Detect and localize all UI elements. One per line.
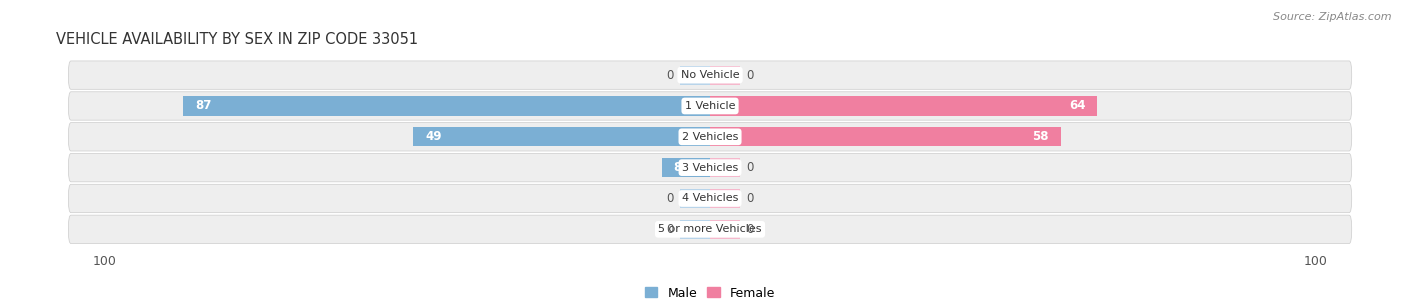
Text: 0: 0 <box>666 69 673 82</box>
Text: 4 Vehicles: 4 Vehicles <box>682 193 738 203</box>
Text: 3 Vehicles: 3 Vehicles <box>682 163 738 173</box>
Bar <box>710 189 741 208</box>
Legend: Male, Female: Male, Female <box>645 286 775 300</box>
Text: 0: 0 <box>747 192 754 205</box>
FancyBboxPatch shape <box>69 154 1351 182</box>
Text: 49: 49 <box>426 130 441 143</box>
Bar <box>710 65 741 85</box>
Bar <box>710 127 1062 146</box>
Bar <box>183 96 710 116</box>
Text: 8: 8 <box>673 161 682 174</box>
Text: VEHICLE AVAILABILITY BY SEX IN ZIP CODE 33051: VEHICLE AVAILABILITY BY SEX IN ZIP CODE … <box>56 32 419 47</box>
Bar <box>679 220 710 239</box>
Text: 2 Vehicles: 2 Vehicles <box>682 132 738 142</box>
Text: 0: 0 <box>666 192 673 205</box>
Bar <box>710 158 741 177</box>
FancyBboxPatch shape <box>69 123 1351 151</box>
Text: No Vehicle: No Vehicle <box>681 70 740 80</box>
Text: 0: 0 <box>747 223 754 236</box>
Bar <box>662 158 710 177</box>
FancyBboxPatch shape <box>69 61 1351 89</box>
Text: 87: 87 <box>195 99 212 113</box>
Text: 0: 0 <box>747 69 754 82</box>
FancyBboxPatch shape <box>69 92 1351 120</box>
Text: 64: 64 <box>1069 99 1085 113</box>
Bar <box>710 220 741 239</box>
Text: Source: ZipAtlas.com: Source: ZipAtlas.com <box>1274 12 1392 22</box>
Bar <box>710 96 1098 116</box>
Text: 1 Vehicle: 1 Vehicle <box>685 101 735 111</box>
Text: 0: 0 <box>747 161 754 174</box>
Text: 0: 0 <box>666 223 673 236</box>
Bar <box>679 65 710 85</box>
Bar <box>413 127 710 146</box>
Text: 5 or more Vehicles: 5 or more Vehicles <box>658 224 762 234</box>
Bar <box>679 189 710 208</box>
FancyBboxPatch shape <box>69 184 1351 213</box>
FancyBboxPatch shape <box>69 215 1351 244</box>
Text: 58: 58 <box>1032 130 1049 143</box>
